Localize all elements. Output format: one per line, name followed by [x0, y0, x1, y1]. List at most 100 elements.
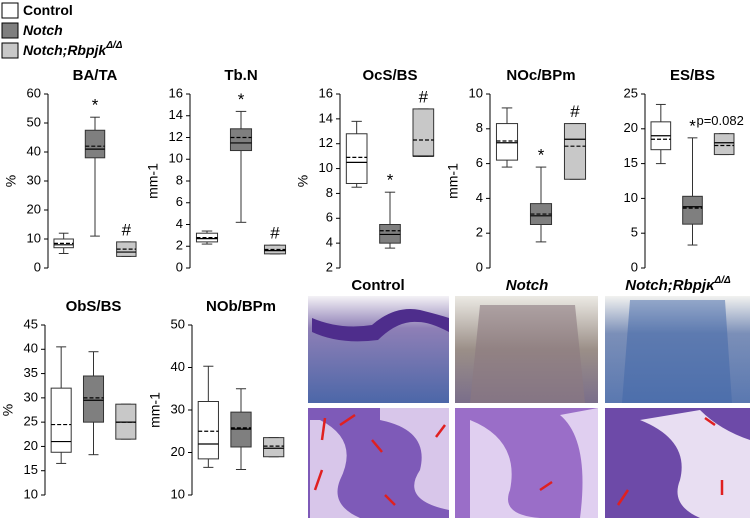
- y-tick-label: 0: [631, 259, 638, 274]
- box: [263, 437, 285, 458]
- chart-title: OcS/BS: [362, 67, 417, 84]
- box: [82, 375, 105, 423]
- y-tick-label: 10: [319, 160, 333, 175]
- y-tick-label: 45: [24, 316, 38, 331]
- tissue: [470, 408, 598, 518]
- legend-text: Notch: [23, 22, 63, 38]
- y-tick-label: 30: [171, 401, 185, 416]
- box: [682, 195, 703, 225]
- y-axis-label: mm-1: [145, 163, 161, 199]
- y-tick-label: 16: [169, 85, 183, 100]
- bone-region: [622, 300, 732, 403]
- arrows: [313, 413, 724, 506]
- y-tick-label: 30: [24, 389, 38, 404]
- box: [50, 387, 72, 453]
- image-label: Notch: [506, 277, 549, 294]
- y-tick-label: 20: [27, 201, 41, 216]
- y-tick-label: 10: [169, 151, 183, 166]
- y-tick-label: 14: [319, 110, 333, 125]
- y-tick-label: 50: [171, 316, 185, 331]
- y-tick-label: 10: [27, 230, 41, 245]
- legend-swatch: [1, 42, 19, 59]
- image-label: Control: [351, 277, 404, 294]
- chart-title: ES/BS: [670, 67, 715, 84]
- y-tick-label: 25: [24, 414, 38, 429]
- significance-mark: *: [238, 90, 245, 109]
- y-tick-label: 16: [319, 85, 333, 100]
- y-tick-label: 35: [24, 365, 38, 380]
- significance-mark: #: [570, 102, 580, 121]
- image-label-text: Notch;Rbpjκ: [625, 277, 716, 294]
- y-tick-label: 40: [24, 341, 38, 356]
- box: [563, 123, 587, 180]
- box: [229, 128, 253, 152]
- y-tick-label: 40: [171, 359, 185, 374]
- y-tick-label: 10: [171, 486, 185, 501]
- legend-text: Notch;Rbpjk: [23, 42, 107, 58]
- y-tick-label: 14: [169, 107, 183, 122]
- y-axis-label: %: [295, 175, 311, 187]
- box: [197, 401, 219, 460]
- y-tick-label: 50: [27, 114, 41, 129]
- image-label-superscript: Δ/Δ: [714, 275, 731, 286]
- legend-swatch: [1, 2, 19, 19]
- chart-title: BA/TA: [73, 67, 118, 84]
- y-tick-label: 2: [326, 259, 333, 274]
- y-tick-label: 10: [624, 190, 638, 205]
- legend-swatch: [1, 22, 19, 39]
- significance-mark: #: [270, 224, 280, 243]
- y-axis-label: mm-1: [445, 163, 461, 199]
- image-label: Notch;RbpjκΔ/Δ: [625, 275, 731, 294]
- y-axis-label: %: [3, 175, 19, 187]
- box: [379, 224, 401, 244]
- legend-text: Control: [23, 2, 73, 18]
- box: [495, 123, 519, 161]
- image-label-text: Notch: [506, 277, 549, 294]
- y-tick-label: 8: [476, 120, 483, 135]
- chart-title: NOc/BPm: [506, 67, 575, 84]
- y-tick-label: 20: [171, 444, 185, 459]
- y-tick-label: 60: [27, 85, 41, 100]
- significance-mark: *: [538, 146, 545, 165]
- y-tick-label: 6: [176, 194, 183, 209]
- significance-mark: p=0.082: [696, 113, 743, 128]
- image-label-text: Control: [351, 277, 404, 294]
- chart-title: NOb/BPm: [206, 298, 276, 315]
- y-tick-label: 15: [624, 155, 638, 170]
- y-tick-label: 0: [476, 259, 483, 274]
- y-tick-label: 30: [27, 172, 41, 187]
- significance-mark: #: [419, 87, 429, 106]
- significance-mark: *: [92, 96, 99, 115]
- histology-images: [308, 296, 750, 518]
- y-tick-label: 20: [624, 120, 638, 135]
- box: [84, 129, 106, 159]
- y-axis-label: %: [0, 404, 16, 416]
- y-tick-label: 10: [469, 85, 483, 100]
- chart-title: ObS/BS: [66, 298, 122, 315]
- legend-label: Notch: [23, 22, 63, 38]
- y-tick-label: 20: [24, 438, 38, 453]
- y-tick-label: 8: [176, 172, 183, 187]
- y-tick-label: 10: [24, 486, 38, 501]
- y-tick-label: 15: [24, 462, 38, 477]
- y-tick-label: 6: [326, 210, 333, 225]
- significance-mark: *: [387, 171, 394, 190]
- y-tick-label: 4: [176, 216, 183, 231]
- y-tick-label: 12: [169, 129, 183, 144]
- legend-superscript: Δ/Δ: [105, 40, 122, 51]
- y-tick-label: 2: [176, 238, 183, 253]
- bone-region: [470, 305, 585, 403]
- y-tick-label: 2: [476, 225, 483, 240]
- y-tick-label: 4: [476, 190, 483, 205]
- growth-plate: [312, 309, 449, 342]
- box: [345, 133, 368, 184]
- y-tick-label: 5: [631, 225, 638, 240]
- y-tick-label: 0: [176, 259, 183, 274]
- y-tick-label: 6: [476, 155, 483, 170]
- y-tick-label: 8: [326, 185, 333, 200]
- y-tick-label: 4: [326, 235, 333, 250]
- legend-label: Control: [23, 2, 73, 18]
- y-tick-label: 40: [27, 143, 41, 158]
- y-axis-label: mm-1: [147, 392, 163, 428]
- significance-mark: *: [689, 116, 696, 135]
